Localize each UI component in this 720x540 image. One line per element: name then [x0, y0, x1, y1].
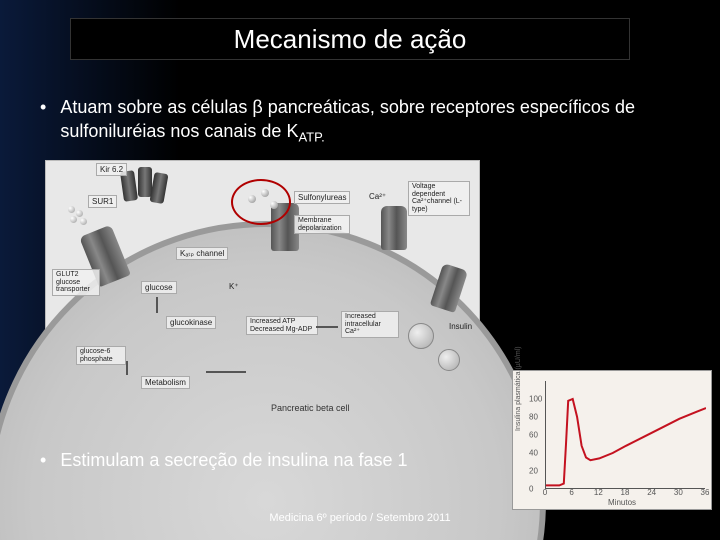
- chart-ytick: 20: [529, 467, 538, 476]
- label-pancreatic-cell: Pancreatic beta cell: [271, 403, 350, 413]
- sulfonyl-dot-icon: [248, 195, 256, 203]
- label-glucokinase: glucokinase: [166, 316, 216, 329]
- arrow-icon: [206, 371, 246, 373]
- chart-ytick: 100: [529, 395, 542, 404]
- beta-cell-diagram: Kir 6.2 SUR1 Sulfonylureas Membrane depo…: [45, 160, 480, 420]
- chart-xlabel: Minutos: [608, 498, 636, 507]
- label-sur: SUR1: [88, 195, 117, 208]
- chart-xtick: 30: [674, 488, 683, 497]
- label-g6p: glucose-6 phosphate: [76, 346, 126, 365]
- bullet-dot: •: [40, 95, 46, 146]
- sulfonyl-dot-icon: [270, 201, 278, 209]
- chart-ytick: 80: [529, 413, 538, 422]
- chart-ytick: 40: [529, 449, 538, 458]
- label-kir: Kir 6.2: [96, 163, 127, 176]
- bullet-2: • Estimulam a secreção de insulina na fa…: [40, 450, 408, 471]
- label-atp: Increased ATP Decreased Mg-ADP: [246, 316, 318, 335]
- chart-xtick: 24: [647, 488, 656, 497]
- chart-plot-area: [545, 381, 705, 489]
- chart-xtick: 6: [569, 488, 573, 497]
- label-ca2-top: Ca²⁺: [366, 191, 389, 202]
- label-ca2-intra: Increased intracellular Ca²⁺: [341, 311, 399, 338]
- sulfonyl-dot-icon: [261, 189, 269, 197]
- vesicle-icon: [438, 349, 460, 371]
- slide-footer: Medicina 6º período / Setembro 2011: [0, 512, 720, 524]
- arrow-icon: [126, 361, 128, 375]
- arrow-icon: [316, 326, 338, 328]
- chart-xtick: 36: [701, 488, 710, 497]
- slide-title-box: Mecanismo de ação: [70, 18, 630, 60]
- chart-ylabel: Insulina plasmática (µU/ml): [515, 346, 522, 431]
- ca-channel-icon: [381, 206, 407, 250]
- label-glut2: GLUT2 glucose transporter: [52, 269, 100, 296]
- insulin-chart: Insulina plasmática (µU/ml) Minutos 0204…: [512, 370, 712, 510]
- bullet-1-text: Atuam sobre as células β pancreáticas, s…: [60, 95, 680, 146]
- bullet-1: • Atuam sobre as células β pancreáticas,…: [40, 95, 680, 146]
- label-glucose: glucose: [141, 281, 177, 294]
- label-insulin: Insulin: [446, 321, 475, 332]
- bullet-2-text: Estimulam a secreção de insulina na fase…: [60, 450, 407, 471]
- label-membrane-depol: Membrane depolarization: [294, 215, 350, 234]
- label-katp-channel: Kₐₜₚ channel: [176, 247, 228, 260]
- bullet-dot: •: [40, 450, 46, 471]
- bullet-1-sub: ATP.: [298, 130, 324, 145]
- label-voltage-channel: Voltage dependent Ca²⁺channel (L-type): [408, 181, 470, 216]
- label-kplus: K⁺: [226, 281, 242, 292]
- chart-ytick: 60: [529, 431, 538, 440]
- sulfonylurea-highlight: [231, 179, 291, 225]
- arrow-icon: [156, 297, 158, 313]
- vesicle-icon: [408, 323, 434, 349]
- bullet-1-main: Atuam sobre as células β pancreáticas, s…: [60, 97, 635, 141]
- chart-xtick: 0: [543, 488, 547, 497]
- chart-xtick: 18: [621, 488, 630, 497]
- chart-ytick: 0: [529, 485, 533, 494]
- chart-line-svg: [546, 381, 706, 489]
- label-sulfonylureas: Sulfonylureas: [294, 191, 350, 204]
- chart-xtick: 12: [594, 488, 603, 497]
- slide-title: Mecanismo de ação: [234, 24, 467, 55]
- label-metabolism: Metabolism: [141, 376, 190, 389]
